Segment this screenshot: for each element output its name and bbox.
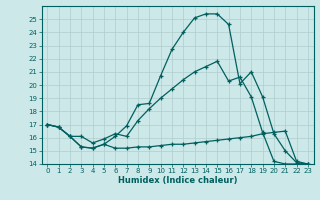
X-axis label: Humidex (Indice chaleur): Humidex (Indice chaleur) bbox=[118, 176, 237, 185]
